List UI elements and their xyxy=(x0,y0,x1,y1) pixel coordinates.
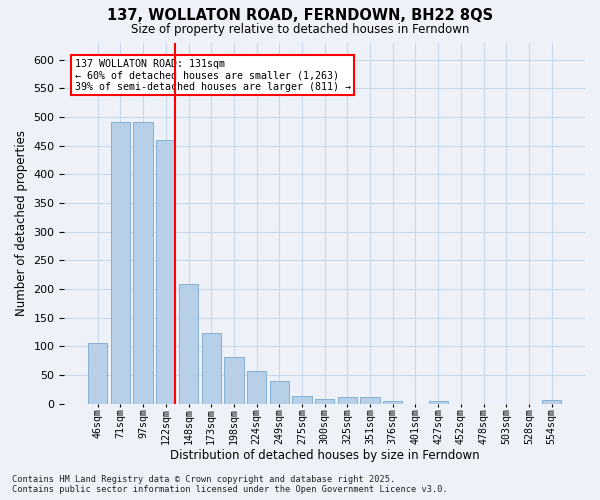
Bar xyxy=(111,122,130,404)
Bar xyxy=(338,398,357,404)
Text: Size of property relative to detached houses in Ferndown: Size of property relative to detached ho… xyxy=(131,22,469,36)
Bar xyxy=(315,399,334,404)
Bar xyxy=(156,140,175,404)
Bar xyxy=(133,122,153,404)
Bar xyxy=(202,332,221,404)
Text: 137, WOLLATON ROAD, FERNDOWN, BH22 8QS: 137, WOLLATON ROAD, FERNDOWN, BH22 8QS xyxy=(107,8,493,22)
Bar xyxy=(361,398,380,404)
Y-axis label: Number of detached properties: Number of detached properties xyxy=(15,130,28,316)
X-axis label: Distribution of detached houses by size in Ferndown: Distribution of detached houses by size … xyxy=(170,450,479,462)
Bar xyxy=(247,371,266,404)
Bar xyxy=(428,401,448,404)
Bar xyxy=(383,402,403,404)
Bar xyxy=(88,343,107,404)
Bar xyxy=(542,400,562,404)
Bar xyxy=(292,396,311,404)
Bar xyxy=(269,382,289,404)
Text: Contains HM Land Registry data © Crown copyright and database right 2025.
Contai: Contains HM Land Registry data © Crown c… xyxy=(12,474,448,494)
Bar xyxy=(224,357,244,404)
Bar xyxy=(179,284,198,404)
Text: 137 WOLLATON ROAD: 131sqm
← 60% of detached houses are smaller (1,263)
39% of se: 137 WOLLATON ROAD: 131sqm ← 60% of detac… xyxy=(75,59,351,92)
